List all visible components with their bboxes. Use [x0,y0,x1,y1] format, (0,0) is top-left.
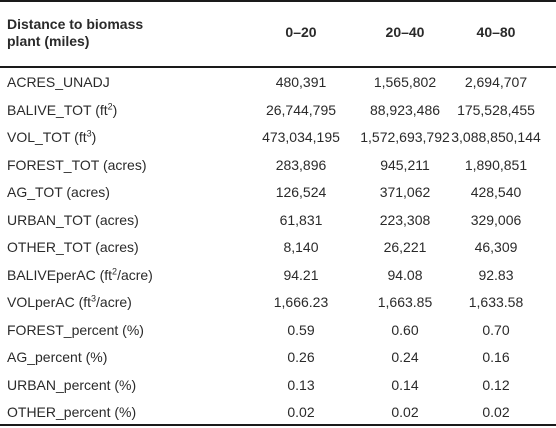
row-label: BALIVE_TOT (ft2) [7,97,117,125]
row-label: ACRES_UNADJ [7,69,110,97]
row-label: VOL_TOT (ft3) [7,124,96,152]
row-label-text: BALIVE_TOT (ft [7,101,108,118]
row-label: URBAN_percent (%) [7,372,136,400]
header-col-0-20: 0–20 [285,24,317,40]
cell-value-col1: 61,831 [279,211,323,228]
table-bottom-rule [0,424,556,426]
cell-value-col2: 0.02 [391,404,419,420]
header-distance-line1: Distance to biomass [7,16,144,32]
row-label: VOLperAC (ft3/acre) [7,289,132,317]
cell-value-col1: 1,666.23 [273,294,329,310]
cell-value-col3: 92.83 [478,266,514,283]
cell-value-col3: 1,890,851 [464,156,528,173]
cell-value-col1: 480,391 [275,74,327,90]
table-row: AG_percent (%) 0.26 0.24 0.16 [0,344,556,372]
cell-value-col1: 0.26 [287,349,315,365]
cell-value-col2: 94.08 [387,266,423,283]
row-label-superscript: 3 [91,293,97,304]
cell-value-col2: 88,923,486 [369,101,441,118]
row-label-text: AG_percent (%) [7,349,108,365]
table-header: Distance to biomass plant (miles) 0–20 2… [0,2,556,66]
cell-value-col3: 1,633.58 [468,294,524,310]
row-label-text: FOREST_TOT (acres) [7,156,147,173]
cell-value-col3: 46,309 [474,239,518,255]
row-label: FOREST_TOT (acres) [7,152,147,180]
row-label: OTHER_TOT (acres) [7,234,139,262]
cell-value-col3: 0.02 [482,404,510,420]
table-row: URBAN_TOT (acres) 61,831 223,308 329,006 [0,207,556,235]
cell-value-col3: 0.70 [482,321,510,338]
cell-value-col2: 1,565,802 [373,74,437,90]
row-label-text: URBAN_percent (%) [7,376,137,393]
row-label-text: OTHER_TOT (acres) [7,239,139,255]
table-row: FOREST_percent (%) 0.59 0.60 0.70 [0,317,556,345]
row-label: AG_TOT (acres) [7,179,110,207]
table-row: ACRES_UNADJ 480,391 1,565,802 2,694,707 [0,69,556,97]
cell-value-col3: 2,694,707 [464,74,528,90]
table-row: URBAN_percent (%) 0.13 0.14 0.12 [0,372,556,400]
row-label: URBAN_TOT (acres) [7,207,139,235]
table-row: BALIVEperAC (ft2/acre) 94.21 94.08 92.83 [0,262,556,290]
cell-value-col2: 0.60 [391,321,419,338]
cell-value-col2: 371,062 [379,184,431,200]
table-row: AG_TOT (acres) 126,524 371,062 428,540 [0,179,556,207]
cell-value-col2: 26,221 [383,239,427,255]
row-label-superscript: 2 [107,100,113,111]
row-label-suffix: ) [91,129,97,145]
table-row: OTHER_percent (%) 0.02 0.02 0.02 [0,399,556,427]
cell-value-col2: 945,211 [380,156,430,173]
row-label: BALIVEperAC (ft2/acre) [7,262,153,290]
row-label: OTHER_percent (%) [7,399,136,427]
row-label: AG_percent (%) [7,344,107,372]
table-row: VOLperAC (ft3/acre) 1,666.23 1,663.85 1,633… [0,289,556,317]
cell-value-col2: 1,572,693,792 [360,129,450,145]
table-row: BALIVE_TOT (ft2) 26,744,795 88,923,486 175,… [0,97,556,125]
cell-value-col2: 0.24 [391,349,419,365]
cell-value-col1: 126,524 [275,184,327,200]
row-label: FOREST_percent (%) [7,317,144,345]
cell-value-col3: 428,540 [470,184,522,200]
cell-value-col1: 0.13 [287,376,315,393]
table-row: VOL_TOT (ft3) 473,034,195 1,572,693,792 3,0… [0,124,556,152]
header-col-40-80: 40–80 [476,24,516,40]
cell-value-col1: 0.59 [287,321,315,338]
row-label-superscript: 3 [86,128,92,139]
header-col-20-40: 20–40 [385,24,425,40]
table-top-rule [0,0,556,2]
row-label-text: ACRES_UNADJ [7,74,110,90]
header-distance: Distance to biomass plant (miles) [7,16,237,50]
cell-value-col3: 175,528,455 [457,101,535,118]
cell-value-col1: 26,744,795 [265,101,337,118]
cell-value-col2: 0.14 [391,376,419,393]
row-label-text: OTHER_percent (%) [7,404,137,420]
cell-value-col3: 329,006 [470,211,522,228]
row-label-text: BALIVEperAC (ft [7,266,113,283]
table-header-rule [0,66,556,68]
cell-value-col1: 0.02 [287,404,315,420]
row-label-text: VOLperAC (ft [7,294,92,310]
cell-value-col1: 8,140 [283,239,319,255]
row-label-text: FOREST_percent (%) [7,321,144,338]
row-label-text: VOL_TOT (ft [7,129,87,145]
row-label-suffix: /acre) [96,294,132,310]
header-distance-line2: plant (miles) [7,33,90,49]
table-row: OTHER_TOT (acres) 8,140 26,221 46,309 [0,234,556,262]
row-label-suffix: ) [112,101,118,118]
table-row: FOREST_TOT (acres) 283,896 945,211 1,890,85… [0,152,556,180]
cell-value-col3: 0.16 [482,349,510,365]
row-label-suffix: /acre) [117,266,153,283]
cell-value-col3: 3,088,850,144 [451,129,541,145]
cell-value-col1: 94.21 [283,266,319,283]
row-label-text: URBAN_TOT (acres) [7,211,139,228]
cell-value-col3: 0.12 [482,376,510,393]
row-label-text: AG_TOT (acres) [7,184,110,200]
row-label-superscript: 2 [112,265,118,276]
cell-value-col1: 283,896 [275,156,327,173]
cell-value-col1: 473,034,195 [262,129,340,145]
cell-value-col2: 1,663.85 [377,294,433,310]
cell-value-col2: 223,308 [379,211,431,228]
table-body: ACRES_UNADJ 480,391 1,565,802 2,694,707 BALI… [0,69,556,427]
